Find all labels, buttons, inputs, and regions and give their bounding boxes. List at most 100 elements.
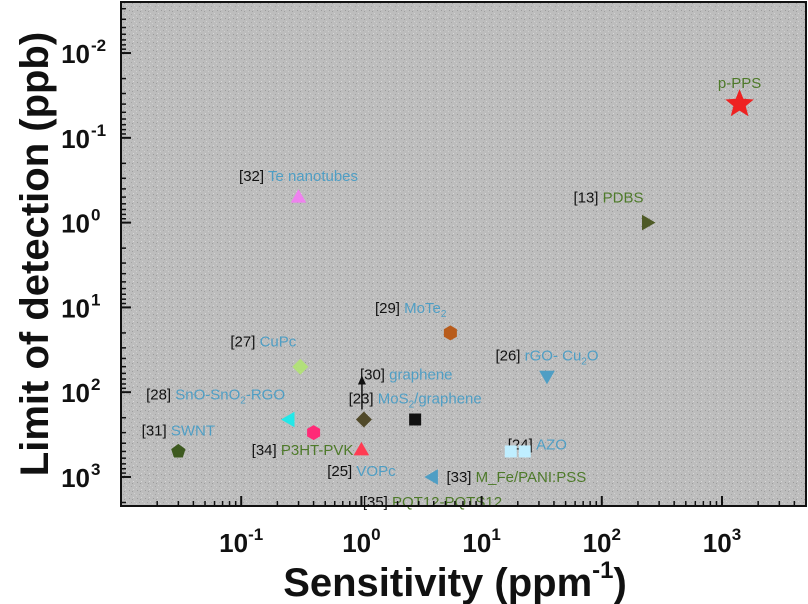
point-label: [25] VOPc (327, 463, 396, 480)
annotation-arrow-head (357, 375, 366, 385)
point-label-ref: [31] (142, 422, 171, 439)
x-tick-label: 103 (703, 525, 741, 558)
y-tick-label: 102 (61, 375, 100, 408)
y-tick-base: 10 (61, 124, 90, 154)
point-label: [13] PDBS (573, 190, 643, 207)
point-label-name: Te nanotubes (268, 168, 358, 185)
y-tick-exponent: 1 (91, 290, 100, 309)
y-tick-exponent: 2 (91, 375, 100, 394)
point-label-subscript: 2 (441, 309, 447, 320)
y-tick-base: 10 (61, 39, 90, 69)
data-point-diamond (292, 358, 309, 375)
y-tick-exponent: -1 (91, 121, 106, 140)
point-label-name: graphene (389, 367, 452, 384)
plot-area (121, 2, 806, 506)
point-label-ref: [27] (230, 334, 259, 351)
point-label: p-PPS (718, 75, 761, 92)
x-axis-title-superscript: -1 (592, 557, 613, 584)
y-tick-base: 10 (61, 293, 90, 323)
point-label-end: O (587, 347, 599, 364)
y-tick-label: 100 (61, 206, 100, 239)
point-label-ref: [28] (146, 387, 175, 404)
point-label-ref: [29] (375, 300, 404, 317)
point-label: [33] M_Fe/PANI:PSS (446, 469, 586, 486)
point-label-name: SnO-SnO (175, 387, 240, 404)
point-label-end: /graphene (414, 391, 482, 408)
point-label-ref: [30] (360, 367, 389, 384)
x-axis: 10-1 100 101 102 103 (156, 496, 796, 558)
point-label: [29] MoTe2 (375, 300, 447, 320)
data-point-triangle-left (281, 411, 295, 428)
point-label-ref: [35] (363, 494, 392, 511)
point-label-name: MoS (378, 391, 409, 408)
data-point-square (409, 413, 422, 426)
x-tick-exponent: 3 (732, 525, 741, 544)
x-tick-label: 101 (462, 525, 500, 558)
point-label: [26] rGO- Cu2O (495, 347, 598, 367)
point-label-subscript: 2 (581, 356, 587, 367)
data-point-triangle-right (642, 214, 656, 231)
x-tick-exponent: 1 (491, 525, 500, 544)
data-point-square (504, 445, 517, 458)
annotation-layer: p-PPS [13] PDBS [32] Te nanotubes [29] MoTe… (142, 75, 762, 511)
point-label: [32] Te nanotubes (239, 168, 358, 185)
data-point-triangle-up (290, 189, 307, 203)
point-label-name: MoTe (404, 300, 441, 317)
x-tick-base: 10 (462, 528, 491, 558)
data-point-hexagon (443, 325, 457, 341)
x-tick-base: 10 (342, 528, 371, 558)
y-tick-label: 10-2 (61, 36, 106, 69)
y-tick-label: 101 (61, 290, 100, 323)
point-label-name: p-PPS (718, 75, 761, 92)
data-point-hexagon (307, 425, 321, 441)
point-label: [31] SWNT (142, 422, 215, 439)
point-label-ref: [34] (252, 442, 281, 459)
point-label: [30] graphene (360, 367, 453, 384)
point-label-ref: [13] (573, 190, 602, 207)
y-tick-label: 103 (61, 460, 100, 493)
point-label-name: CuPc (260, 334, 297, 351)
x-tick-exponent: -1 (248, 525, 263, 544)
point-label-ref: [25] (327, 463, 356, 480)
x-axis-title: Sensitivity (ppm-1) (283, 557, 627, 604)
point-label-name: SWNT (171, 422, 215, 439)
y-tick-base: 10 (61, 209, 90, 239)
point-label-name: VOPc (356, 463, 396, 480)
point-label-name: M_Fe/PANI:PSS (476, 469, 587, 486)
point-label: [34] P3HT-PVK (252, 442, 354, 459)
point-label-name: P3HT-PVK (281, 442, 354, 459)
point-label-ref: [32] (239, 168, 268, 185)
data-point-triangle-down (539, 370, 555, 385)
y-axis-title: Limit of detection (ppb) (13, 32, 57, 476)
point-label: [27] CuPc (230, 334, 296, 351)
data-point-triangle-left (424, 469, 438, 485)
point-label-name: rGO- Cu (525, 347, 582, 364)
point-label: [28] SnO-SnO2-RGO (146, 387, 285, 407)
point-label-ref: [33] (446, 469, 475, 486)
x-tick-exponent: 2 (612, 525, 621, 544)
point-label-name: PDBS (603, 190, 644, 207)
x-tick-base: 10 (583, 528, 612, 558)
x-tick-label: 100 (342, 525, 380, 558)
point-label-subscript: 2 (240, 396, 246, 407)
x-tick-label: 10-1 (219, 525, 263, 558)
point-label: [23] MoS2/graphene (349, 391, 482, 411)
point-label-ref: [23] (349, 391, 378, 408)
x-axis-title-main: Sensitivity (ppm (283, 561, 592, 604)
y-tick-base: 10 (61, 463, 90, 493)
x-axis-title-close: ) (613, 561, 626, 604)
data-point-diamond (355, 411, 372, 428)
data-point-square (518, 445, 531, 458)
x-tick-base: 10 (219, 528, 248, 558)
x-tick-label: 102 (583, 525, 621, 558)
marker-layer (171, 89, 754, 485)
point-label-end: -RGO (246, 387, 285, 404)
data-point-star (725, 89, 754, 117)
y-tick-exponent: 0 (91, 206, 100, 225)
y-tick-base: 10 (61, 378, 90, 408)
y-tick-exponent: 3 (91, 460, 100, 479)
y-tick-exponent: -2 (91, 36, 106, 55)
point-label-subscript: 2 (409, 400, 415, 411)
